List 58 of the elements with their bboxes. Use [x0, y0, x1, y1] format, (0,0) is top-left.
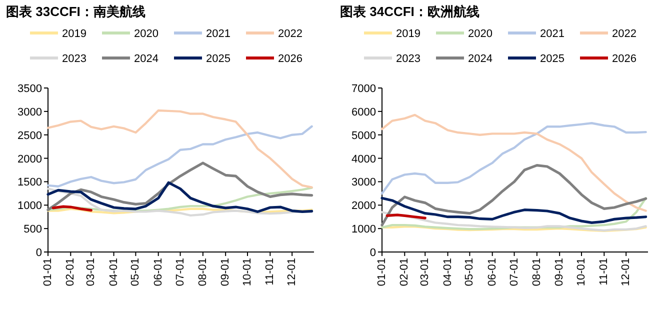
x-tick-label: 09-01 [220, 258, 232, 286]
legend-label: 2020 [134, 28, 158, 40]
x-tick-label: 07-01 [174, 258, 186, 286]
x-tick-label: 07-01 [508, 258, 520, 286]
x-tick-label: 10-01 [242, 258, 254, 286]
y-tick-label: 0 [36, 247, 42, 259]
x-tick-label: 08-01 [196, 258, 209, 286]
y-tick-label: 0 [370, 247, 376, 259]
y-tick-label: 4000 [352, 153, 376, 166]
x-tick-label: 05-01 [464, 258, 476, 286]
x-tick-label: 01-01 [42, 258, 54, 286]
legend-label: 2025 [540, 53, 564, 65]
legend-label: 2019 [62, 28, 86, 40]
legend-label: 2020 [468, 28, 492, 40]
x-tick-label: 08-01 [530, 258, 543, 286]
x-tick-label: 06-01 [152, 258, 164, 286]
x-tick-label: 09-01 [554, 258, 566, 286]
x-tick-label: 05-01 [130, 258, 142, 286]
y-tick-label: 3000 [18, 106, 42, 118]
x-tick-label: 12-01 [286, 258, 298, 286]
x-tick-label: 04-01 [108, 258, 120, 286]
chart-title: 图表 34CCFI：欧洲航线 [340, 4, 480, 19]
x-tick-label: 03-01 [419, 258, 432, 286]
y-tick-label: 500 [24, 224, 42, 236]
legend-label: 2024 [134, 53, 158, 65]
x-tick-label: 10-01 [576, 258, 588, 286]
y-tick-label: 5000 [352, 130, 376, 142]
y-tick-label: 7000 [352, 83, 376, 95]
legend-label: 2026 [278, 53, 302, 65]
chart-title: 图表 33CCFI：南美航线 [6, 4, 146, 19]
y-tick-label: 2000 [352, 200, 376, 212]
y-tick-label: 1000 [18, 200, 42, 212]
legend-label: 2023 [396, 53, 420, 65]
x-tick-label: 06-01 [486, 258, 498, 286]
legend-label: 2022 [278, 28, 302, 40]
x-tick-label: 11-01 [264, 258, 276, 286]
legend-label: 2023 [62, 53, 86, 65]
y-tick-label: 3500 [18, 83, 42, 95]
x-tick-label: 12-01 [620, 258, 632, 286]
legend-label: 2019 [396, 28, 420, 40]
x-tick-label: 03-01 [85, 258, 98, 286]
x-tick-label: 11-01 [598, 258, 610, 286]
y-tick-label: 2000 [18, 153, 42, 166]
legend-label: 2021 [540, 28, 564, 40]
legend-label: 2021 [206, 28, 230, 40]
y-tick-label: 3000 [352, 176, 376, 189]
legend-label: 2024 [468, 53, 492, 65]
x-tick-label: 02-01 [398, 258, 411, 286]
y-tick-label: 1000 [352, 224, 376, 236]
x-tick-label: 04-01 [442, 258, 454, 286]
x-tick-label: 01-01 [376, 258, 388, 286]
legend-label: 2026 [612, 53, 636, 65]
y-tick-label: 2500 [18, 130, 42, 142]
y-tick-label: 1500 [18, 176, 42, 189]
y-tick-label: 6000 [352, 106, 376, 118]
legend-label: 2025 [206, 53, 230, 65]
legend-label: 2022 [612, 28, 636, 40]
x-tick-label: 02-01 [64, 258, 77, 286]
